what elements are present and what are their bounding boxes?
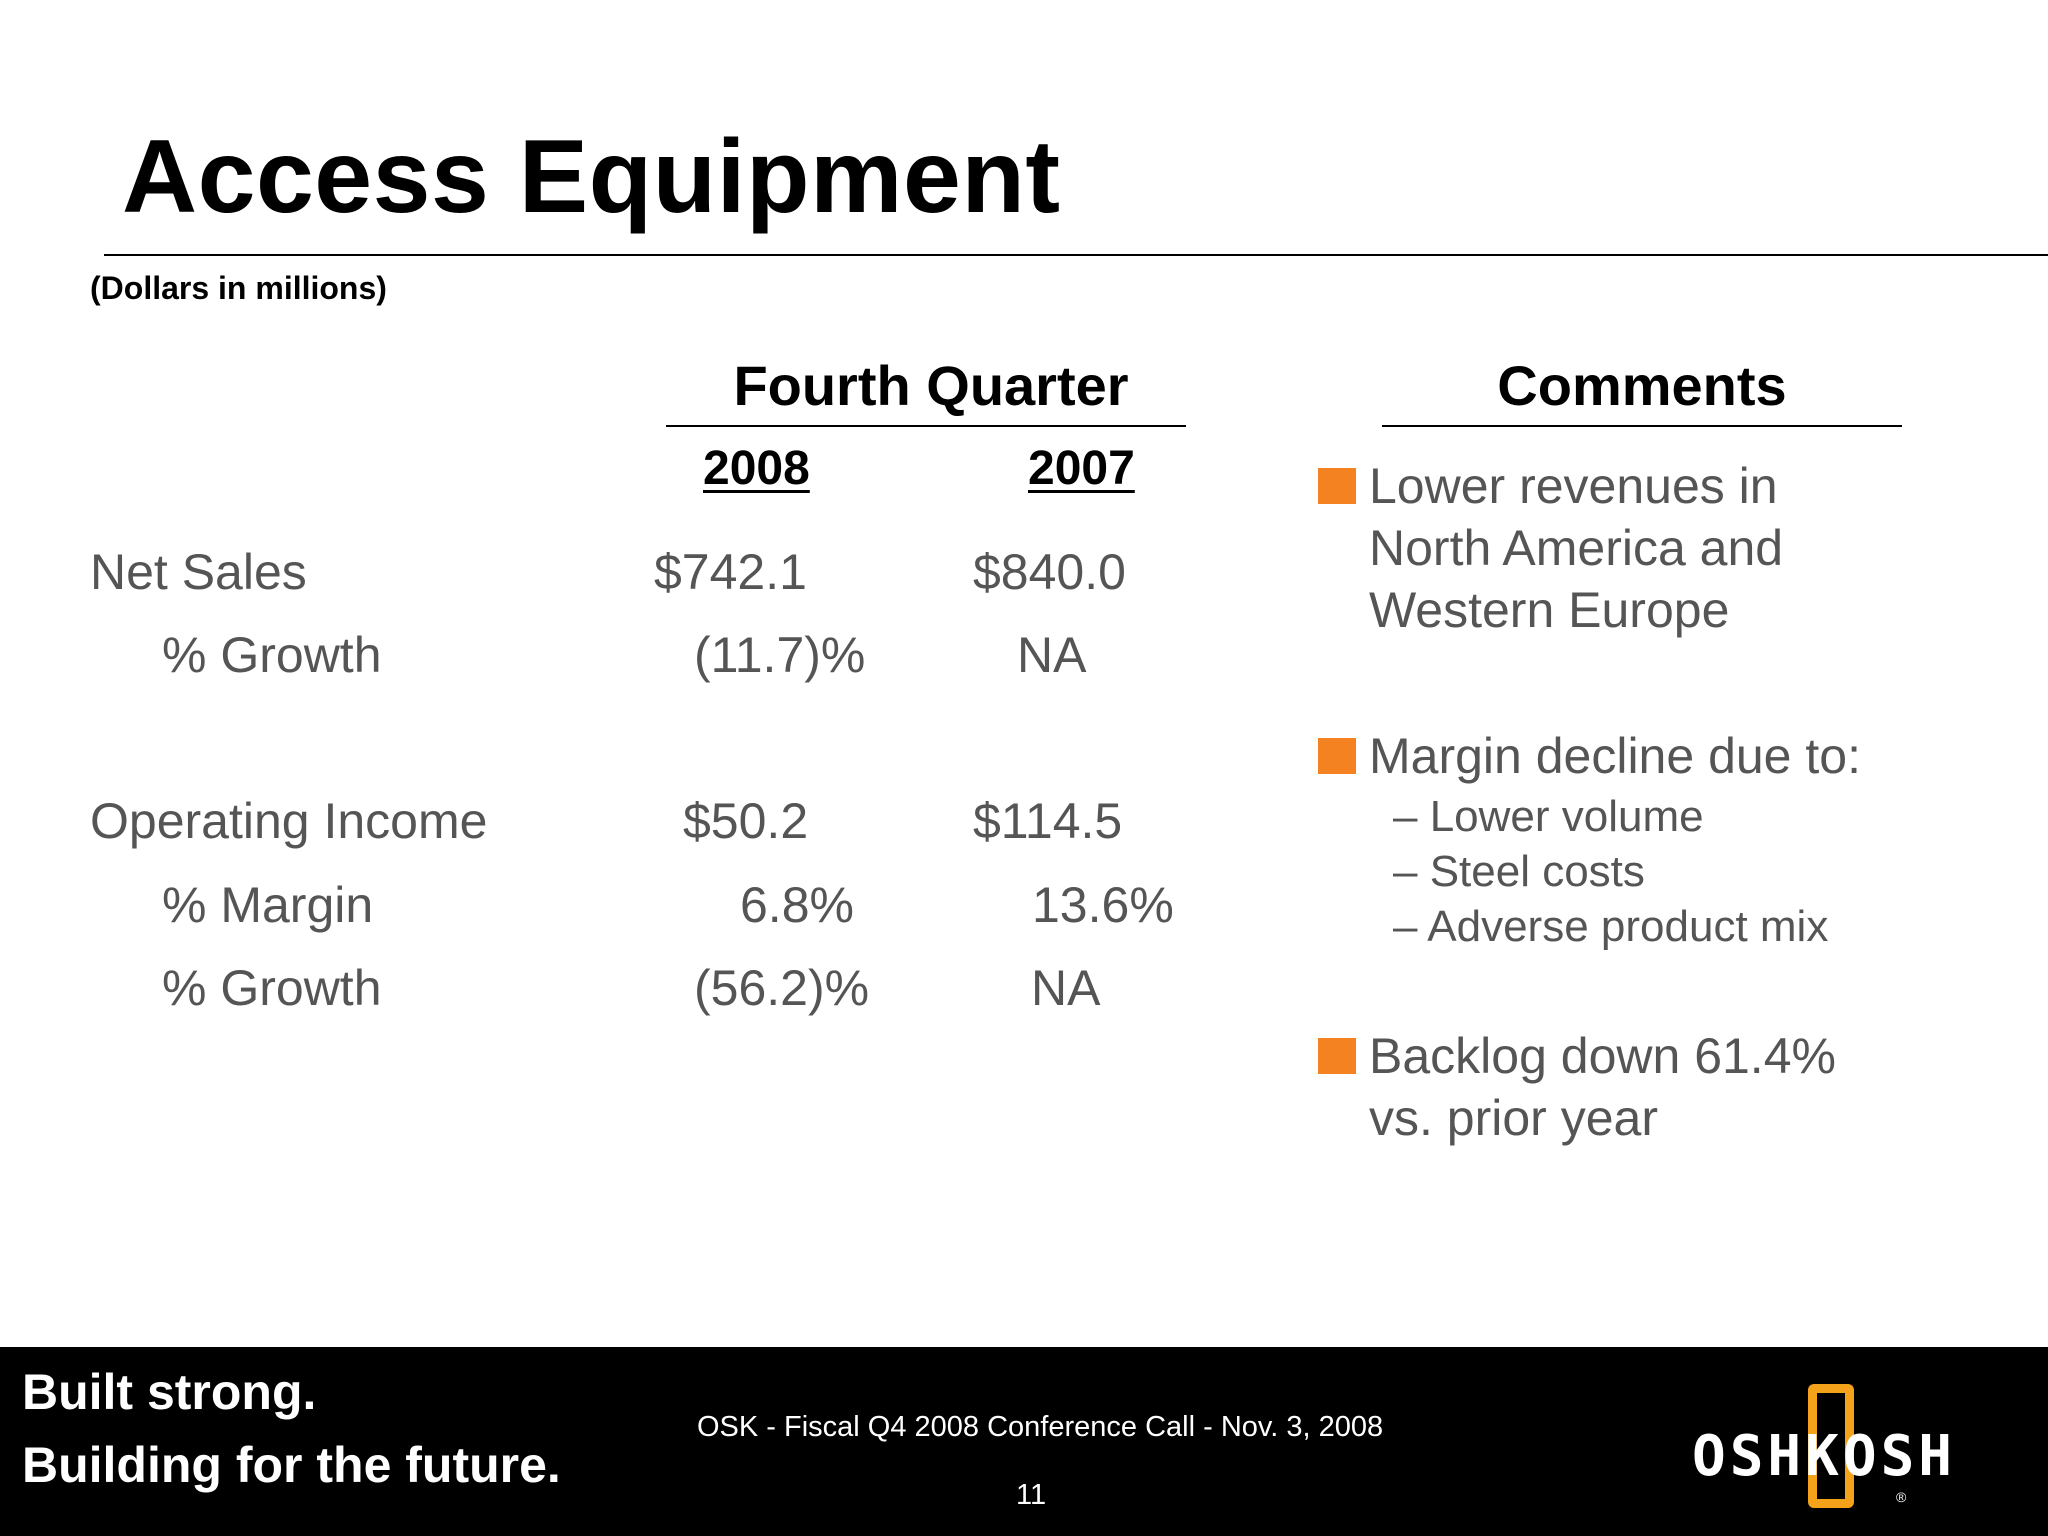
row-label-income-growth: % Growth xyxy=(162,960,382,1016)
comment-line: Lower revenues in xyxy=(1369,458,1778,514)
comment-bullet-3: Backlog down 61.4% vs. prior year xyxy=(1369,1025,1836,1149)
footer-bar xyxy=(0,1347,2048,1536)
sales-growth-2008: (11.7)% xyxy=(694,627,866,683)
table-header-rule xyxy=(666,425,1186,427)
comment-line: North America and xyxy=(1369,520,1784,576)
comments-header: Comments xyxy=(1497,354,1787,417)
comments-header-rule xyxy=(1382,425,1902,427)
row-label-net-sales: Net Sales xyxy=(90,544,307,600)
year-2007-header: 2007 xyxy=(1028,442,1135,495)
operating-income-2008: $50.2 xyxy=(683,793,809,849)
net-sales-2007: $840.0 xyxy=(973,544,1126,600)
row-label-sales-growth: % Growth xyxy=(162,627,382,683)
comment-bullet-2: Margin decline due to: xyxy=(1369,725,1861,787)
comment-line: vs. prior year xyxy=(1369,1090,1658,1146)
page-number: 11 xyxy=(1016,1479,1047,1511)
event-caption: OSK - Fiscal Q4 2008 Conference Call - N… xyxy=(697,1411,1384,1443)
comment-bullet-1: Lower revenues in North America and West… xyxy=(1369,455,1783,641)
income-growth-2007: NA xyxy=(1031,960,1101,1016)
comment-subitem: – Adverse product mix xyxy=(1393,902,1829,951)
title-divider xyxy=(104,254,2048,256)
bullet-square-icon xyxy=(1318,738,1356,774)
sales-growth-2007: NA xyxy=(1017,627,1087,683)
logo-frame-icon xyxy=(1808,1384,1854,1508)
tagline-line-2: Building for the future. xyxy=(22,1437,561,1493)
units-note: (Dollars in millions) xyxy=(90,270,387,306)
comment-subitem: – Steel costs xyxy=(1393,847,1645,896)
table-header: Fourth Quarter xyxy=(733,354,1129,417)
operating-income-2007: $114.5 xyxy=(973,793,1123,849)
tagline-line-1: Built strong. xyxy=(22,1364,317,1420)
comment-line: Western Europe xyxy=(1369,582,1730,638)
bullet-square-icon xyxy=(1318,1038,1356,1074)
income-growth-2008: (56.2)% xyxy=(694,960,870,1016)
registered-mark: ® xyxy=(1896,1489,1907,1505)
net-sales-2008: $742.1 xyxy=(654,544,807,600)
year-2008-header: 2008 xyxy=(703,442,810,495)
row-label-margin: % Margin xyxy=(162,877,374,933)
comment-subitem: – Lower volume xyxy=(1393,792,1704,841)
bullet-square-icon xyxy=(1318,468,1356,504)
logo-wordmark: OSHKOSH xyxy=(1692,1424,1957,1489)
comment-line: Backlog down 61.4% xyxy=(1369,1028,1836,1084)
margin-2008: 6.8% xyxy=(740,877,854,933)
comment-line: Margin decline due to: xyxy=(1369,728,1861,784)
row-label-operating-income: Operating Income xyxy=(90,793,488,849)
margin-2007: 13.6% xyxy=(1032,877,1174,933)
slide-title: Access Equipment xyxy=(122,119,1061,235)
